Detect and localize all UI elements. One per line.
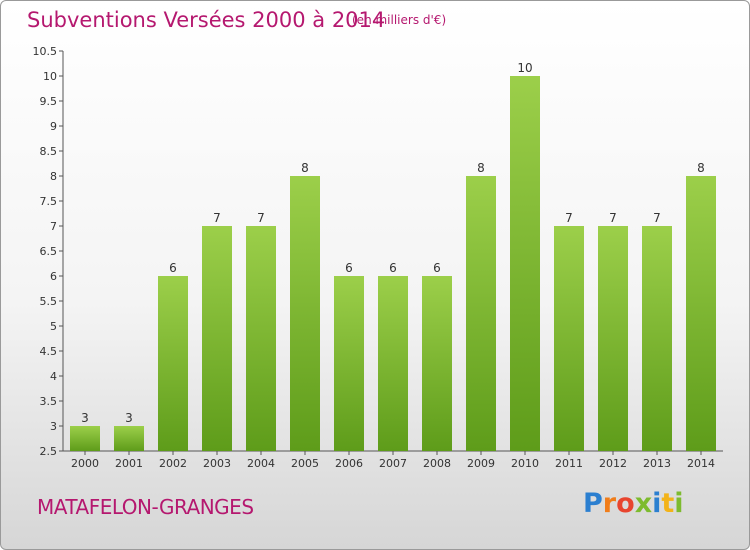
y-tick-label: 5 bbox=[50, 320, 57, 333]
x-tick-label: 2012 bbox=[599, 457, 627, 470]
chart-bars: 3 3 6 7 7 8 6 6 6 8 10 7 7 7 8 bbox=[70, 61, 716, 451]
bar-2007 bbox=[378, 276, 408, 451]
y-tick-label: 3 bbox=[50, 420, 57, 433]
bar-2004 bbox=[246, 226, 276, 451]
logo-letter: r bbox=[602, 488, 617, 519]
x-tick-label: 2006 bbox=[335, 457, 363, 470]
logo-letter: o bbox=[616, 488, 635, 519]
bar-2014 bbox=[686, 176, 716, 451]
logo-letter: x bbox=[634, 488, 653, 519]
value-label: 7 bbox=[257, 211, 265, 225]
logo-letter: t bbox=[661, 488, 675, 519]
chart-axes: 2.5 3 3.5 4 4.5 5 5.5 6 6.5 7 7.5 8 8.5 9 9.5 10 10.5 200… bbox=[33, 45, 723, 470]
y-tick-label: 6.5 bbox=[40, 245, 58, 258]
value-label: 8 bbox=[477, 161, 485, 175]
y-tick-label: 2.5 bbox=[40, 445, 58, 458]
y-tick-label: 7.5 bbox=[40, 195, 58, 208]
bar-2003 bbox=[202, 226, 232, 451]
bar-2010 bbox=[510, 76, 540, 451]
value-label: 3 bbox=[125, 411, 133, 425]
bar-2006 bbox=[334, 276, 364, 451]
x-tick-label: 2011 bbox=[555, 457, 583, 470]
chart-subtitle: (en milliers d'€) bbox=[352, 13, 447, 27]
value-label: 7 bbox=[653, 211, 661, 225]
value-label: 8 bbox=[301, 161, 309, 175]
x-tick-label: 2004 bbox=[247, 457, 275, 470]
y-tick-label: 9 bbox=[50, 120, 57, 133]
y-tick-label: 7 bbox=[50, 220, 57, 233]
bar-2005 bbox=[290, 176, 320, 451]
bar-2001 bbox=[114, 426, 144, 451]
y-tick-label: 6 bbox=[50, 270, 57, 283]
bar-2008 bbox=[422, 276, 452, 451]
y-tick-label: 8 bbox=[50, 170, 57, 183]
bar-2002 bbox=[158, 276, 188, 451]
x-tick-label: 2001 bbox=[115, 457, 143, 470]
logo-letter: P bbox=[583, 488, 603, 519]
y-tick-label: 8.5 bbox=[40, 145, 58, 158]
value-label: 6 bbox=[433, 261, 441, 275]
logo-letter: i bbox=[674, 488, 684, 519]
value-label: 6 bbox=[169, 261, 177, 275]
x-tick-label: 2009 bbox=[467, 457, 495, 470]
x-tick-label: 2005 bbox=[291, 457, 319, 470]
x-tick-label: 2013 bbox=[643, 457, 671, 470]
y-tick-label: 10.5 bbox=[33, 45, 58, 58]
value-label: 10 bbox=[517, 61, 532, 75]
x-tick-label: 2000 bbox=[71, 457, 99, 470]
y-tick-label: 5.5 bbox=[40, 295, 58, 308]
value-label: 7 bbox=[565, 211, 573, 225]
x-tick-label: 2002 bbox=[159, 457, 187, 470]
bar-2013 bbox=[642, 226, 672, 451]
x-tick-label: 2014 bbox=[687, 457, 715, 470]
x-tick-label: 2003 bbox=[203, 457, 231, 470]
y-tick-label: 4.5 bbox=[40, 345, 58, 358]
value-label: 6 bbox=[389, 261, 397, 275]
y-tick-label: 3.5 bbox=[40, 395, 58, 408]
proxiti-logo[interactable]: Proxiti bbox=[583, 488, 684, 519]
value-label: 6 bbox=[345, 261, 353, 275]
x-tick-label: 2008 bbox=[423, 457, 451, 470]
y-tick-label: 10 bbox=[43, 70, 57, 83]
x-tick-label: 2010 bbox=[511, 457, 539, 470]
value-label: 7 bbox=[213, 211, 221, 225]
bar-2000 bbox=[70, 426, 100, 451]
value-label: 3 bbox=[81, 411, 89, 425]
value-label: 7 bbox=[609, 211, 617, 225]
x-tick-label: 2007 bbox=[379, 457, 407, 470]
logo-letter: i bbox=[652, 488, 662, 519]
commune-name: MATAFELON-GRANGES bbox=[37, 495, 254, 519]
bar-2012 bbox=[598, 226, 628, 451]
value-label: 8 bbox=[697, 161, 705, 175]
chart-title: Subventions Versées 2000 à 2014 bbox=[27, 8, 386, 32]
bar-2009 bbox=[466, 176, 496, 451]
y-tick-label: 4 bbox=[50, 370, 57, 383]
y-tick-label: 9.5 bbox=[40, 95, 58, 108]
bar-2011 bbox=[554, 226, 584, 451]
